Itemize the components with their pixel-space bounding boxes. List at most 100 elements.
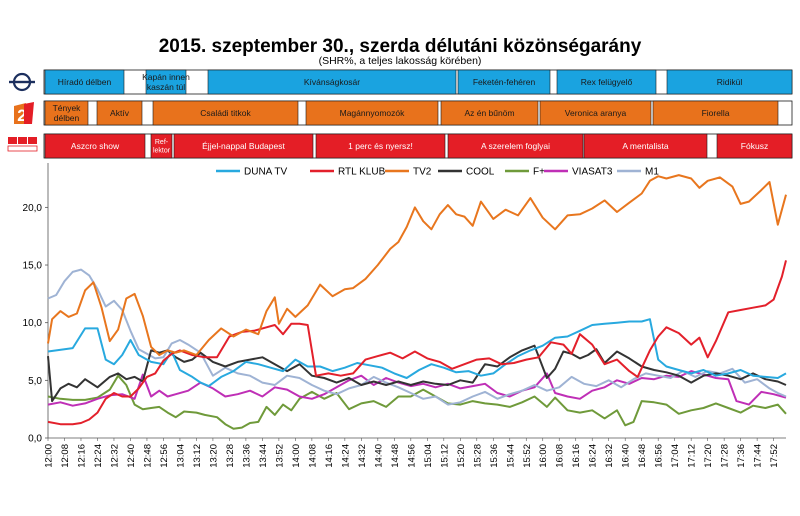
- y-tick-label: 10,0: [23, 318, 43, 329]
- program-label: 1 perc és nyersz!: [348, 141, 413, 151]
- x-tick-label: 15:52: [522, 444, 533, 468]
- x-tick-label: 13:04: [175, 444, 186, 468]
- chart-subtitle: (SHR%, a teljes lakosság körében): [318, 55, 482, 67]
- x-tick-label: 17:20: [703, 444, 714, 468]
- program-rtl-1: Ref-lektor: [150, 133, 173, 159]
- program-label: Tények: [53, 103, 82, 113]
- y-tick-label: 20,0: [23, 203, 43, 214]
- legend: DUNA TV RTL KLUB TV2 COOL F+ VIASAT3 M1: [216, 167, 659, 178]
- series-line-rtl-klub: [47, 260, 787, 426]
- program-tv2-1: Aktív: [96, 100, 143, 126]
- x-tick-label: 15:12: [439, 444, 450, 468]
- x-tick-label: 17:36: [736, 444, 747, 468]
- program-label: Aszcro show: [71, 141, 120, 151]
- program-label: A szerelem foglyai: [481, 141, 550, 151]
- x-tick-label: 17:04: [670, 444, 681, 468]
- program-label: Kapán innen: [142, 72, 190, 82]
- program-label: Éjjel-nappal Budapest: [202, 141, 285, 151]
- program-label: Aktív: [110, 108, 130, 118]
- program-tv2-3: Magánnyomozók: [305, 100, 439, 126]
- program-tv2-6: Fiorella: [652, 100, 779, 126]
- x-tick-label: 16:16: [571, 444, 582, 468]
- series-line-f-: [47, 374, 787, 430]
- program-duna-5: Ridikül: [666, 69, 793, 95]
- duna-logo: [9, 72, 35, 92]
- y-tick-label: 0,0: [28, 434, 42, 445]
- x-tick-label: 12:00: [44, 444, 55, 468]
- program-label: Családi titkok: [200, 108, 251, 118]
- series-line-tv2: [47, 174, 787, 356]
- program-rtl-6: Fókusz: [716, 133, 793, 159]
- x-tick-label: 13:12: [192, 444, 203, 468]
- program-rtl-3: 1 perc és nyersz!: [315, 133, 446, 159]
- program-tv2-2: Családi titkok: [152, 100, 299, 126]
- legend-label: COOL: [466, 167, 495, 178]
- x-tick-label: 14:40: [373, 444, 384, 468]
- program-rtl-4: A szerelem foglyai: [447, 133, 584, 159]
- x-tick-label: 16:08: [555, 444, 566, 468]
- x-tick-label: 16:24: [588, 444, 599, 468]
- x-tick-label: 15:36: [489, 444, 500, 468]
- program-label: Veronica aranya: [565, 108, 627, 118]
- program-label: Feketén-fehéren: [473, 77, 536, 87]
- program-label: Fókusz: [741, 141, 768, 151]
- legend-item: DUNA TV: [216, 167, 287, 178]
- legend-label: F+: [533, 167, 545, 178]
- x-tick-label: 15:44: [505, 444, 516, 468]
- program-label: Híradó délben: [58, 77, 112, 87]
- program-label: kaszán túl: [147, 82, 185, 92]
- x-tick-label: 14:56: [406, 444, 417, 468]
- program-rtl-5: A mentalista: [583, 133, 708, 159]
- program-duna-3: Feketén-fehéren: [457, 69, 551, 95]
- x-tick-label: 13:52: [274, 444, 285, 468]
- x-tick-label: 17:52: [769, 444, 780, 468]
- x-tick-label: 12:32: [109, 444, 120, 468]
- y-tick-label: 15,0: [23, 261, 43, 272]
- x-tick-label: 16:32: [604, 444, 615, 468]
- x-tick-label: 13:44: [258, 444, 269, 468]
- program-tv2-4: Az én bűnöm: [440, 100, 539, 126]
- legend-item: COOL: [438, 167, 495, 178]
- legend-label: TV2: [413, 167, 432, 178]
- program-label: Fiorella: [702, 108, 730, 118]
- channel-logos: 2: [7, 72, 38, 152]
- x-tick-label: 12:48: [142, 444, 153, 468]
- tv2-logo: 2: [12, 101, 34, 125]
- x-tick-label: 16:56: [654, 444, 665, 468]
- legend-label: RTL KLUB: [338, 167, 386, 178]
- program-label: lektor: [153, 148, 171, 155]
- svg-text:2: 2: [17, 106, 26, 125]
- program-label: Magánnyomozók: [340, 108, 405, 118]
- program-label: A mentalista: [622, 141, 669, 151]
- x-tick-label: 16:00: [538, 444, 549, 468]
- x-tick-label: 14:32: [357, 444, 368, 468]
- legend-item: TV2: [385, 167, 432, 178]
- x-tick-label: 13:36: [241, 444, 252, 468]
- x-tick-label: 14:08: [307, 444, 318, 468]
- legend-item: VIASAT3: [544, 167, 613, 178]
- series-lines: [47, 174, 787, 430]
- x-tick-label: 17:44: [753, 444, 764, 468]
- x-tick-label: 15:28: [472, 444, 483, 468]
- x-tick-label: 14:16: [324, 444, 335, 468]
- x-tick-label: 15:04: [423, 444, 434, 468]
- program-rtl-2: Éjjel-nappal Budapest: [173, 133, 314, 159]
- program-label: Ref-: [155, 139, 169, 146]
- x-tick-label: 15:20: [456, 444, 467, 468]
- x-tick-label: 12:16: [76, 444, 87, 468]
- program-label: Rex felügyelő: [581, 77, 633, 87]
- program-duna-4: Rex felügyelő: [556, 69, 657, 95]
- x-tick-label: 14:48: [390, 444, 401, 468]
- y-tick-label: 5,0: [28, 376, 42, 387]
- program-label: Ridikül: [717, 77, 743, 87]
- axes: 0,0 5,0 10,0 15,0 20,0 12:00 12:08 12:16 12:24 12…: [23, 163, 786, 468]
- program-rtl-0: Aszcro show: [44, 133, 146, 159]
- program-tv2-5: Veronica aranya: [539, 100, 652, 126]
- rtl-logo: [7, 137, 38, 152]
- x-tick-label: 17:12: [687, 444, 698, 468]
- series-line-cool: [47, 344, 787, 403]
- program-label: Kívánságkosár: [304, 77, 360, 87]
- program-label: Az én bűnöm: [464, 108, 514, 118]
